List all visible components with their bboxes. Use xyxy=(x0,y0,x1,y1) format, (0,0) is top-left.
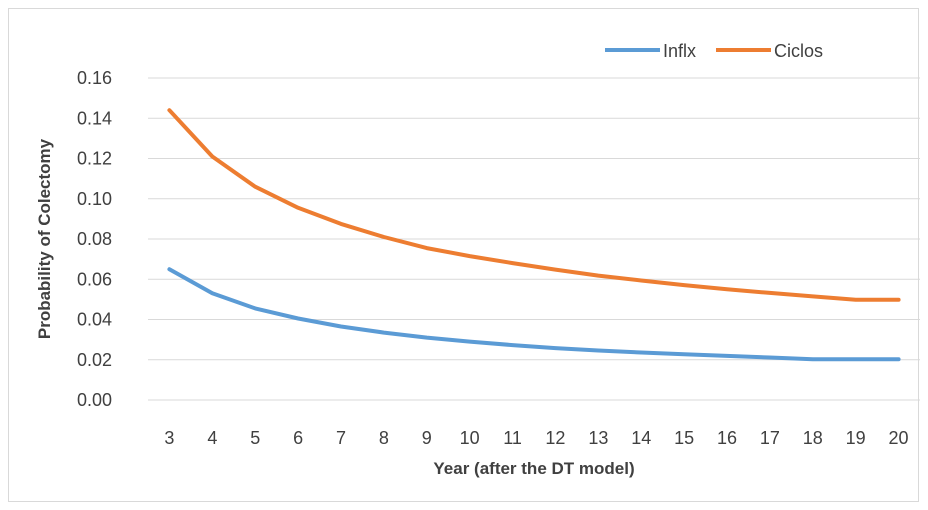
y-tick-label: 0.16 xyxy=(77,68,112,88)
x-tick-label: 19 xyxy=(846,428,866,448)
y-tick-labels: 0.00 0.02 0.04 0.06 0.08 0.10 0.12 0.14 0.16 xyxy=(77,68,112,410)
series-line-inflx xyxy=(167,267,901,362)
x-tick-label: 11 xyxy=(503,428,522,448)
y-tick-label: 0.12 xyxy=(77,149,112,169)
x-tick-label: 5 xyxy=(250,428,260,448)
x-tick-label: 4 xyxy=(207,428,217,448)
x-tick-label: 16 xyxy=(717,428,737,448)
y-tick-label: 0.02 xyxy=(77,350,112,370)
x-tick-label: 15 xyxy=(674,428,694,448)
y-tick-label: 0.10 xyxy=(77,189,112,209)
y-tick-label: 0.00 xyxy=(77,390,112,410)
x-tick-label: 9 xyxy=(422,428,432,448)
x-tick-label: 12 xyxy=(545,428,565,448)
x-axis-title: Year (after the DT model) xyxy=(433,459,634,478)
x-tick-label: 3 xyxy=(164,428,174,448)
x-tick-label: 17 xyxy=(760,428,780,448)
x-tick-label: 13 xyxy=(588,428,608,448)
legend-label-inflx: Inflx xyxy=(663,41,696,61)
legend: Inflx Ciclos xyxy=(605,41,823,61)
legend-label-ciclos: Ciclos xyxy=(774,41,823,61)
series-lines xyxy=(167,108,901,362)
x-tick-label: 14 xyxy=(631,428,651,448)
gridlines xyxy=(148,77,920,401)
y-tick-label: 0.14 xyxy=(77,108,112,128)
x-tick-label: 18 xyxy=(803,428,823,448)
y-tick-label: 0.04 xyxy=(77,310,112,330)
x-tick-label: 10 xyxy=(460,428,480,448)
series-line-ciclos xyxy=(167,108,901,302)
y-tick-label: 0.08 xyxy=(77,229,112,249)
x-tick-label: 6 xyxy=(293,428,303,448)
x-tick-labels: 3 4 5 6 7 8 9 10 11 12 13 14 15 16 17 18 19 20 xyxy=(164,428,908,448)
y-axis-title: Probability of Colectomy xyxy=(35,138,54,339)
x-tick-label: 7 xyxy=(336,428,346,448)
y-tick-label: 0.06 xyxy=(77,269,112,289)
x-tick-label: 8 xyxy=(379,428,389,448)
x-tick-label: 20 xyxy=(889,428,909,448)
